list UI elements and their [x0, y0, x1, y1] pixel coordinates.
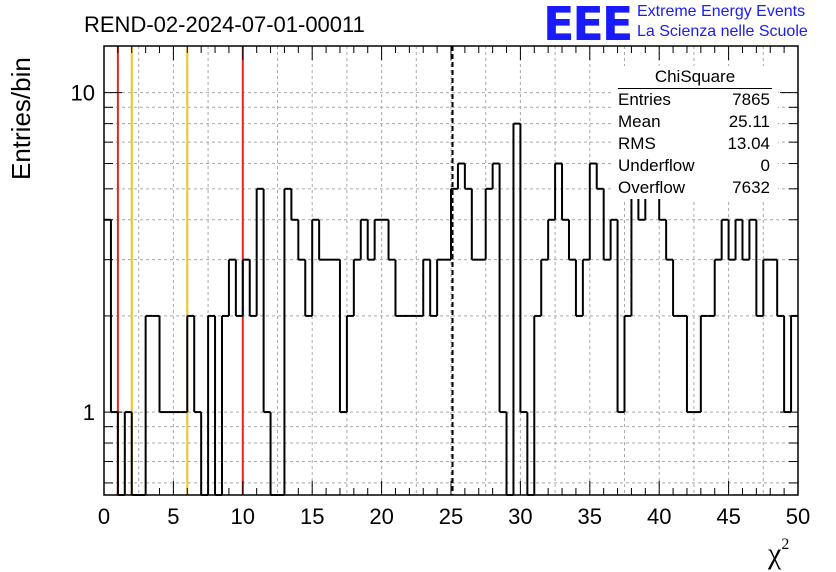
stats-row-underflow: Underflow 0: [612, 155, 778, 177]
x-tick-label: 20: [369, 504, 393, 529]
stats-value: 0: [760, 156, 770, 175]
x-tick-label: 35: [578, 504, 602, 529]
stats-value: 7632: [732, 178, 770, 197]
x-tick-label: 50: [786, 504, 810, 529]
stats-title: ChiSquare: [618, 66, 772, 89]
x-tick-label: 40: [647, 504, 671, 529]
stats-label: RMS: [618, 134, 656, 153]
y-axis-label: Entries/bin: [6, 57, 36, 180]
y-tick-label: 10: [71, 81, 95, 106]
stats-value: 13.04: [727, 134, 770, 153]
x-tick-label: 0: [98, 504, 110, 529]
stats-value: 7865: [732, 90, 770, 109]
stats-value: 25.11: [728, 112, 770, 131]
x-tick-label: 5: [167, 504, 179, 529]
run-title: REND-02-2024-07-01-00011: [84, 12, 365, 37]
x-tick-label: 25: [439, 504, 463, 529]
logo-line-1: Extreme Energy Events: [637, 3, 806, 20]
axes: 0 5 10 15 20 25 30 35 40 45 50 1 10: [71, 46, 810, 529]
stats-label: Mean: [618, 112, 661, 131]
x-axis-label-base: χ: [768, 537, 782, 570]
x-tick-label: 45: [716, 504, 740, 529]
stats-row-entries: Entries 7865: [612, 89, 778, 111]
y-tick-label: 1: [83, 400, 95, 425]
stats-label: Overflow: [618, 178, 686, 197]
x-tick-label: 10: [231, 504, 255, 529]
eee-logo: EEE: [543, 0, 633, 51]
stats-label: Underflow: [618, 156, 695, 175]
x-tick-label: 15: [300, 504, 324, 529]
x-tick-label: 30: [508, 504, 532, 529]
stats-row-overflow: Overflow 7632: [612, 177, 778, 199]
x-axis-label: χ2: [768, 536, 789, 571]
logo-line-2: La Scienza nelle Scuole: [637, 23, 808, 40]
stats-box: ChiSquare Entries 7865 Mean 25.11 RMS 13.04…: [612, 66, 778, 199]
stats-label: Entries: [618, 90, 671, 109]
stats-row-rms: RMS 13.04: [612, 133, 778, 155]
x-axis-label-superscript: 2: [781, 536, 790, 553]
stats-row-mean: Mean 25.11: [612, 111, 778, 133]
